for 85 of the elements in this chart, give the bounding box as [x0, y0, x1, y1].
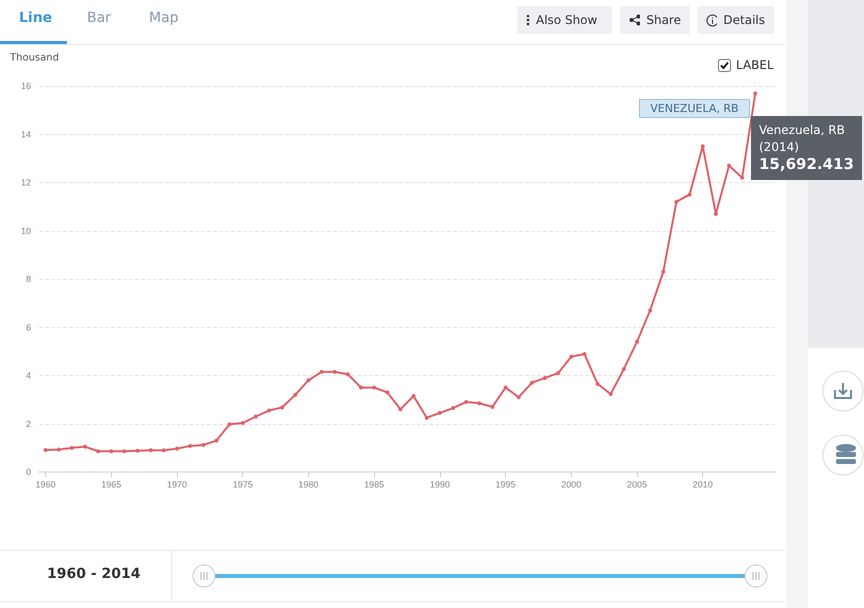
point [320, 370, 324, 374]
point [398, 407, 402, 412]
point [714, 212, 718, 216]
point [582, 352, 586, 356]
y-tick-label: 16 [20, 81, 31, 91]
point [661, 270, 666, 274]
point [346, 372, 350, 376]
point [372, 386, 376, 390]
point [516, 395, 521, 400]
text: Also Show [536, 13, 598, 27]
annotation: Venezuela, RB (2014) 15,692.413 [759, 123, 854, 174]
point [504, 386, 508, 390]
point [44, 448, 48, 452]
x-tick-label: 2005 [626, 480, 648, 490]
point [490, 404, 494, 409]
point [451, 406, 455, 410]
text: LABEL [736, 58, 774, 72]
point [70, 446, 74, 450]
point [727, 164, 731, 168]
x-tick-label: 1985 [364, 480, 384, 490]
text: Details [723, 13, 765, 27]
point [267, 408, 271, 412]
point [122, 449, 126, 454]
y-tick-label: 0 [26, 467, 31, 477]
x-tick-label: 1960 [36, 480, 56, 490]
point [280, 405, 284, 410]
text: Bar [87, 10, 111, 26]
x-tick-label: 1990 [430, 480, 450, 490]
text: 1960 - 2014 [47, 566, 140, 582]
point [293, 392, 298, 397]
point [596, 382, 600, 386]
x-tick-label: 1975 [232, 480, 253, 490]
point [214, 438, 218, 443]
text: Line [19, 10, 52, 26]
point [96, 449, 100, 454]
text: Share [646, 13, 681, 27]
y-tick-label: 6 [26, 322, 31, 332]
point [674, 200, 678, 204]
y-tick-label: 12 [20, 178, 31, 188]
point [385, 390, 390, 394]
x-tick-label: 2000 [561, 480, 582, 490]
point [359, 386, 363, 390]
text: Map [149, 10, 179, 26]
point [438, 410, 442, 415]
point [648, 308, 652, 312]
y-tick-label: 14 [20, 129, 31, 140]
point [464, 400, 468, 404]
point [188, 444, 192, 448]
y-tick-label: 10 [20, 226, 31, 236]
point [175, 446, 179, 451]
point [424, 416, 429, 420]
point [530, 380, 534, 385]
point [136, 448, 140, 453]
point [306, 378, 310, 382]
point [332, 370, 337, 374]
point [740, 176, 744, 180]
point [688, 192, 692, 197]
point [201, 442, 206, 447]
y-tick-label: 8 [26, 274, 31, 284]
x-tick-label: 2010 [692, 480, 713, 490]
point [162, 448, 166, 452]
x-tick-label: 1980 [298, 480, 318, 490]
y-axis-title: Thousand [9, 52, 59, 64]
point [622, 366, 626, 371]
point [753, 91, 758, 96]
x-tick-label: 1970 [166, 480, 188, 490]
point [569, 354, 574, 359]
point [477, 401, 482, 406]
x-tick-label: 1995 [496, 480, 516, 490]
point [543, 376, 547, 380]
point [608, 392, 613, 396]
point [56, 448, 61, 452]
point [83, 444, 87, 449]
point [700, 144, 705, 148]
x-tick-label: 1965 [101, 480, 122, 490]
point [228, 422, 232, 426]
y-tick-label: 2 [26, 418, 31, 429]
point [254, 414, 258, 419]
point [148, 448, 153, 452]
point [240, 421, 245, 426]
y-tick-label: 4 [26, 370, 31, 380]
point [635, 340, 639, 344]
point [556, 371, 560, 376]
point [109, 449, 114, 454]
series-label: VENEZUELA, RB [639, 99, 750, 118]
